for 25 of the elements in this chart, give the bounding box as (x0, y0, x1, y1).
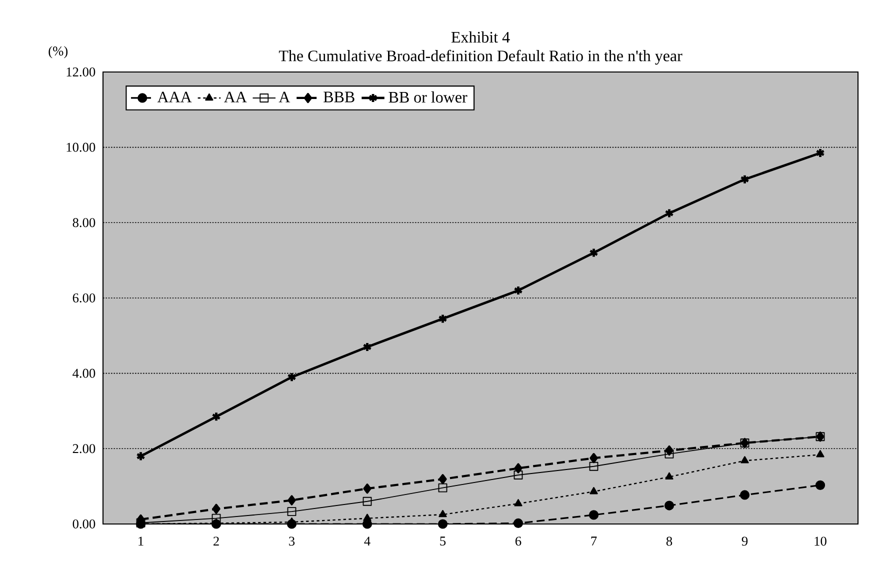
x-tick-label: 4 (364, 536, 370, 546)
x-tick-label: 10 (814, 536, 826, 546)
chart-subtitle: The Cumulative Broad-definition Default Ratio in the n'th year (278, 50, 682, 65)
chart-title: Exhibit 4 (451, 31, 510, 43)
y-tick-label: 0.00 (72, 519, 96, 529)
y-tick-label: 2.00 (72, 444, 96, 454)
legend-label: AA (224, 92, 247, 102)
x-tick-label: 2 (214, 536, 219, 546)
y-tick-label: 8.00 (72, 218, 96, 228)
y-tick-label: 4.00 (72, 368, 96, 378)
y-tick-label: 12.00 (66, 67, 96, 77)
x-tick-label: 6 (515, 536, 522, 546)
x-tick-label: 3 (289, 536, 295, 546)
x-tick-label: 1 (138, 536, 144, 546)
x-tick-label: 9 (742, 536, 748, 546)
y-tick-label: 6.00 (72, 293, 96, 303)
legend-label: BB or lower (388, 91, 468, 103)
legend-label: AAA (157, 92, 192, 102)
legend-label: A (278, 92, 290, 102)
x-tick-label: 8 (666, 536, 672, 546)
x-tick-label: 7 (591, 536, 597, 546)
legend-label: BBB (324, 92, 354, 102)
y-tick-label: 10.00 (66, 142, 96, 152)
x-tick-label: 5 (440, 536, 446, 546)
y-axis-title: (%) (48, 46, 68, 58)
